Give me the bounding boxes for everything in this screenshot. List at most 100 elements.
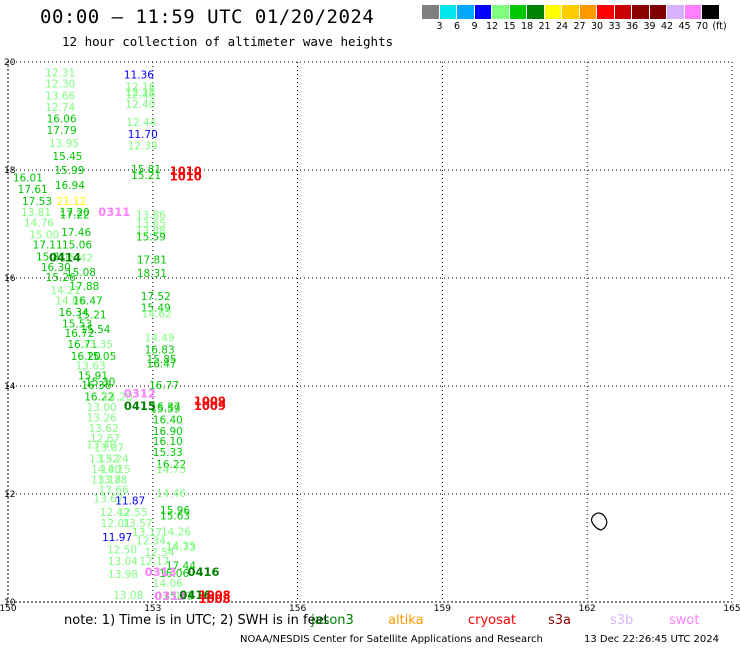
- satellite-pass-id: 0313: [145, 565, 177, 579]
- wave-height-value: 13.66: [99, 485, 129, 497]
- wave-height-value: 12.39: [128, 141, 158, 153]
- color-swatch: [527, 5, 545, 19]
- color-swatch: [614, 5, 632, 19]
- wave-height-value: 13.26: [87, 412, 117, 424]
- color-scale-label: 30: [590, 21, 604, 32]
- wave-height-value: 16.06: [47, 114, 77, 126]
- wave-height-value: 15.42: [63, 252, 93, 264]
- wave-height-value: 15.30: [85, 377, 115, 389]
- color-scale-label: 12: [485, 21, 499, 32]
- color-scale-label: 9: [471, 21, 478, 32]
- color-scale-label: 45: [678, 21, 691, 32]
- wave-height-value: 14.76: [24, 217, 54, 229]
- wave-height-value: 16.36: [81, 380, 111, 392]
- wave-height-value: 12.16: [125, 81, 155, 93]
- wave-height-value: 17.52: [141, 291, 171, 303]
- satellite-pass-id: 0313: [154, 589, 186, 603]
- color-scale-label: 3: [436, 21, 443, 32]
- wave-height-value: 17.79: [47, 125, 77, 137]
- wave-height-value: 14.46: [156, 488, 186, 500]
- wave-height-value: 14.00: [91, 464, 121, 476]
- wave-height-value: 12.46: [125, 89, 155, 101]
- wave-height-value: 14.75: [156, 464, 186, 476]
- island-outline: [590, 512, 608, 531]
- satellite-pass-id: 1009: [194, 399, 226, 413]
- wave-height-value: 11.70: [128, 129, 158, 141]
- wave-height-value: 13.67: [93, 493, 123, 505]
- wave-height-value: 15.96: [160, 505, 190, 517]
- satellite-pass-id: 0416: [179, 588, 211, 602]
- wave-height-value: 13.07: [94, 443, 124, 455]
- wave-height-value: 14.06: [153, 578, 183, 590]
- color-scale-label: 21: [538, 21, 551, 32]
- page-subtitle: 12 hour collection of altimeter wave hei…: [62, 34, 394, 49]
- wave-height-value: 16.30: [41, 262, 71, 274]
- legend-item-s3a: s3a: [548, 613, 572, 628]
- x-tick-label: 150: [0, 604, 17, 614]
- wave-height-value: 17.46: [61, 227, 91, 239]
- wave-height-value: 14.06: [55, 296, 85, 308]
- wave-height-value: 12.40: [125, 99, 155, 111]
- wave-height-value: 12.55: [118, 507, 148, 519]
- y-tick-label: 10: [4, 598, 16, 608]
- color-scale-label: 24: [555, 21, 569, 32]
- satellite-pass-id: 0311: [98, 205, 130, 219]
- wave-height-value: 13.17: [132, 527, 162, 539]
- y-tick-label: 18: [4, 166, 16, 176]
- wave-height-value: 16.22: [84, 391, 114, 403]
- color-scale-label: 15: [503, 21, 516, 32]
- color-swatch: [544, 5, 562, 19]
- wave-height-value: 16.83: [145, 344, 175, 356]
- wave-height-value: 16.47: [73, 296, 103, 308]
- wave-height-value: 16.10: [153, 436, 183, 448]
- satellite-pass-id: 1010: [170, 164, 202, 178]
- x-tick-label: 159: [434, 604, 451, 614]
- color-scale-label: (ft): [712, 21, 727, 32]
- wave-height-value: 17.53: [22, 196, 52, 208]
- legend-item-jason3: jason3: [311, 613, 354, 628]
- wave-height-value: 16.20: [71, 351, 101, 363]
- map-grid: [7, 61, 733, 603]
- satellite-pass-id: 0414: [49, 250, 81, 264]
- wave-height-value: 12.67: [90, 433, 120, 445]
- footer-timestamp: 13 Dec 22:26:45 UTC 2024: [584, 634, 719, 645]
- wave-height-value: 21.12: [56, 196, 86, 208]
- wave-height-value: 15.83: [163, 591, 193, 603]
- wave-height-value: 15.49: [141, 303, 171, 315]
- wave-height-value: 13.24: [99, 453, 129, 465]
- wave-height-value: 14.49: [145, 332, 175, 344]
- wave-height-value: 11.36: [124, 69, 154, 81]
- wave-height-value: 15.08: [66, 267, 96, 279]
- wave-height-value: 15.85: [147, 354, 177, 366]
- footer-organization: NOAA/NESDIS Center for Satellite Applica…: [240, 634, 543, 645]
- wave-height-value: 13.40: [86, 439, 116, 451]
- wave-height-value: 16.77: [149, 380, 179, 392]
- wave-height-value: 13.63: [76, 360, 106, 372]
- color-scale: 3 6 9 12 15 18 21 24 27 30 33 36 39 42 45 70 (ft): [422, 5, 727, 35]
- note-text: note: 1) Time is in UTC; 2) SWH is in fe…: [64, 613, 329, 628]
- color-scale-label: 36: [625, 21, 639, 32]
- wave-height-value: 15.00: [29, 229, 59, 241]
- satellite-pass-id: 0415: [124, 399, 156, 413]
- wave-height-value: 13.98: [108, 569, 138, 581]
- wave-height-value: 15.26: [46, 272, 76, 284]
- wave-height-value: 15.81: [36, 251, 66, 263]
- x-tick-label: 153: [144, 604, 161, 614]
- wave-height-value: 17.20: [60, 207, 90, 219]
- wave-height-value: 16.90: [153, 426, 183, 438]
- y-tick-label: 16: [4, 274, 16, 284]
- wave-height-value: 13.52: [89, 453, 119, 465]
- wave-height-value: 13.65: [136, 218, 166, 230]
- wave-height-value: 15.59: [150, 404, 180, 416]
- satellite-pass-id: 0312: [124, 387, 156, 401]
- wave-height-value: 16.22: [156, 459, 186, 471]
- wave-height-value: 13.81: [21, 207, 51, 219]
- color-scale-label: 39: [643, 21, 656, 32]
- color-scale-label: 18: [520, 21, 534, 32]
- wave-height-value: 12.44: [126, 117, 156, 129]
- wave-height-value: 16.47: [147, 358, 177, 370]
- wave-height-value: 12.54: [145, 547, 175, 559]
- wave-height-value: 15.05: [86, 351, 116, 363]
- wave-height-value: 17.81: [137, 255, 167, 267]
- color-scale-swatches: [422, 5, 720, 19]
